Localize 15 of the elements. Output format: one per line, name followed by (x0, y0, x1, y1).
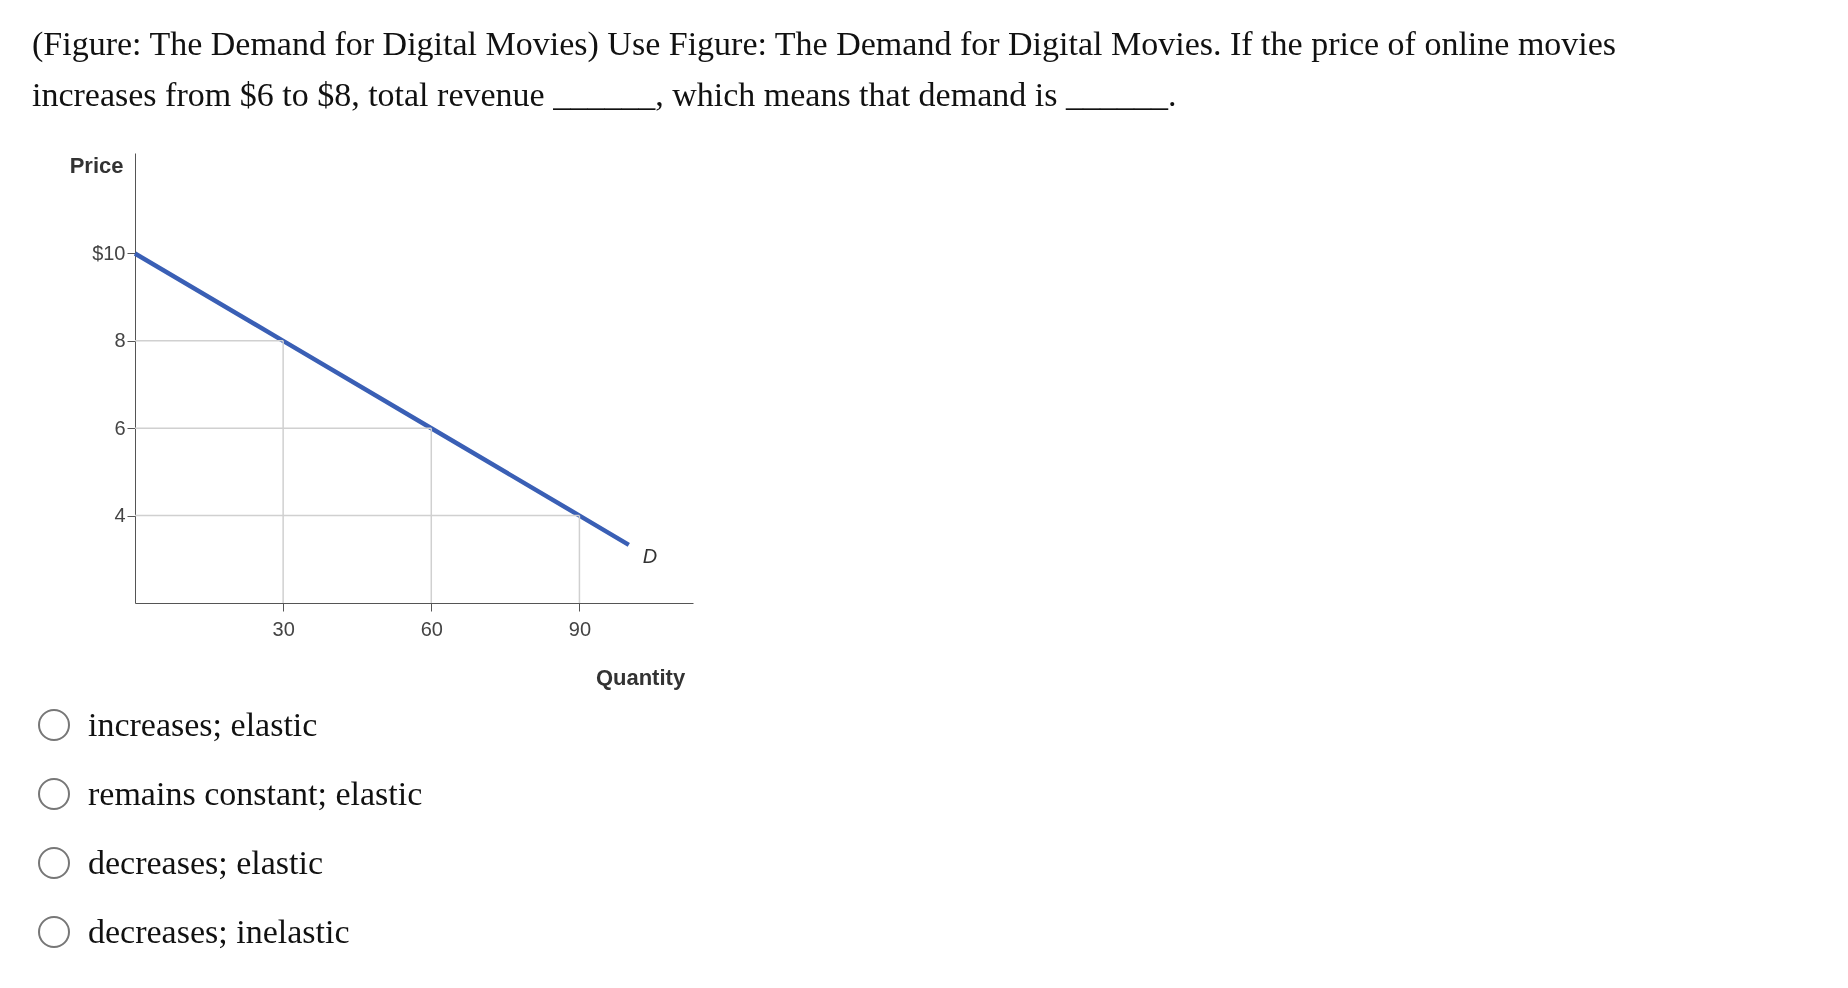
text: remains constant; elastic (88, 775, 423, 813)
text: increases; elastic (88, 706, 318, 744)
x-axis-title: Quantity (595, 664, 686, 690)
y-tick-label: 4 (114, 504, 126, 527)
text: decreases; inelastic (88, 913, 350, 951)
text: (Figure: The Demand for Digital Movies) Use Figure: The Demand for Digital Movies. If the price of online movies increases from $6 to $8, total revenue ______, which means that demand is ______. (32, 24, 1618, 115)
y-tick-label: 8 (114, 329, 126, 352)
series-label: D (642, 544, 658, 567)
x-tick-label: 90 (568, 617, 592, 640)
y-tick-label: $10 (92, 241, 126, 264)
y-tick-label: 6 (114, 416, 126, 439)
y-axis-title: Price (69, 152, 124, 178)
x-tick-label: 30 (272, 617, 295, 640)
x-tick-label: 60 (420, 617, 443, 640)
text: decreases; elastic (88, 844, 324, 882)
